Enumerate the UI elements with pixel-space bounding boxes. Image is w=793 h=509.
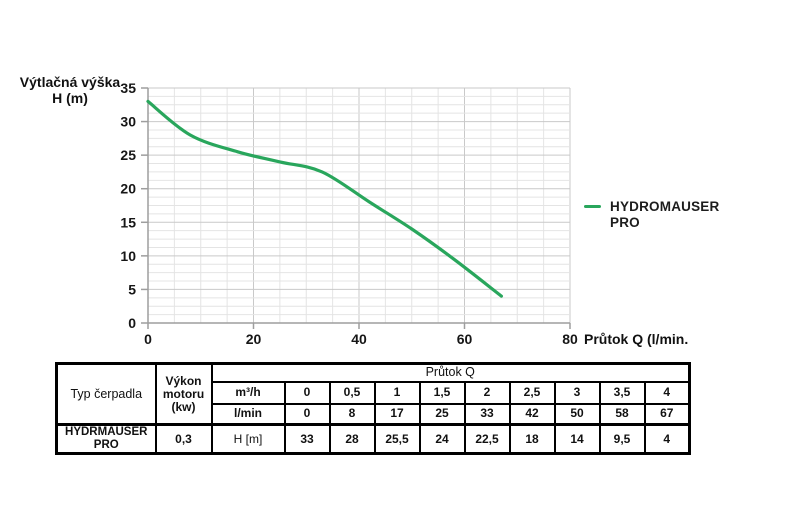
- legend-label: HYDROMAUSER PRO: [610, 199, 719, 230]
- y-axis-title-line1: Výtlačná výška: [19, 74, 121, 90]
- x-tick-label: 80: [562, 331, 578, 347]
- gridlines: [147, 87, 571, 324]
- m3h-value: 0,5: [328, 380, 376, 405]
- m3h-value: 2: [463, 380, 511, 405]
- y-tick-label: 35: [120, 80, 136, 96]
- y-tick-label: 20: [120, 181, 136, 197]
- m3h-value: 4: [643, 380, 691, 405]
- lmin-value: 42: [508, 402, 556, 426]
- pump-curve-plot: 0 20 40 60 80 0 5 10 15 20 25 30 35: [120, 80, 578, 347]
- m3h-value: 0: [283, 380, 331, 405]
- x-tick-label: 40: [351, 331, 367, 347]
- row-label-m3h: m³/h: [210, 380, 286, 405]
- head-value: 18: [508, 423, 556, 455]
- m3h-value: 1: [373, 380, 421, 405]
- legend-line-swatch: [584, 205, 601, 208]
- x-tick-label: 0: [144, 331, 152, 347]
- y-tick-label: 10: [120, 248, 136, 264]
- lmin-value: 33: [463, 402, 511, 426]
- y-tick-label: 0: [128, 315, 136, 331]
- legend-label-line2: PRO: [610, 214, 640, 230]
- y-tick-label: 30: [120, 114, 136, 130]
- lmin-value: 58: [598, 402, 646, 426]
- m3h-value: 3,5: [598, 380, 646, 405]
- head-value: 24: [418, 423, 466, 455]
- pump-spec-table: Typ čerpadla Výkon motoru (kw) Průtok Q …: [55, 362, 691, 455]
- y-tick-label: 25: [120, 147, 136, 163]
- lmin-value: 25: [418, 402, 466, 426]
- pump-curve-line: [146, 99, 503, 298]
- m3h-value: 2,5: [508, 380, 556, 405]
- y-axis-title-line2: H (m): [52, 90, 88, 106]
- m3h-value: 3: [553, 380, 601, 405]
- head-value: 25,5: [373, 423, 421, 455]
- head-value: 4: [643, 423, 691, 455]
- x-axis-title: Průtok Q (l/min.: [584, 331, 689, 347]
- head-value: 9,5: [598, 423, 646, 455]
- lmin-value: 50: [553, 402, 601, 426]
- x-tick-label: 20: [246, 331, 262, 347]
- power-value-cell: 0,3: [154, 423, 213, 455]
- row-label-head: H [m]: [210, 423, 286, 455]
- row-label-lmin: l/min: [210, 402, 286, 426]
- m3h-value: 1,5: [418, 380, 466, 405]
- head-value: 14: [553, 423, 601, 455]
- legend: HYDROMAUSER PRO: [584, 199, 719, 230]
- header-pump-type: Typ čerpadla: [55, 362, 157, 426]
- pump-name-cell: HYDRMAUSER PRO: [55, 423, 157, 455]
- head-value: 22,5: [463, 423, 511, 455]
- lmin-value: 17: [373, 402, 421, 426]
- lmin-value: 67: [643, 402, 691, 426]
- y-axis-title: Výtlačná výška H (m): [8, 74, 132, 106]
- head-value: 33: [283, 423, 331, 455]
- lmin-value: 0: [283, 402, 331, 426]
- x-tick-label: 60: [457, 331, 473, 347]
- y-tick-label: 15: [120, 214, 136, 230]
- axes: [141, 87, 571, 329]
- header-motor-power: Výkon motoru (kw): [154, 362, 213, 426]
- lmin-value: 8: [328, 402, 376, 426]
- y-tick-label: 5: [128, 281, 136, 297]
- header-flow: Průtok Q: [210, 362, 691, 383]
- legend-label-line1: HYDROMAUSER: [610, 199, 720, 214]
- head-value: 28: [328, 423, 376, 455]
